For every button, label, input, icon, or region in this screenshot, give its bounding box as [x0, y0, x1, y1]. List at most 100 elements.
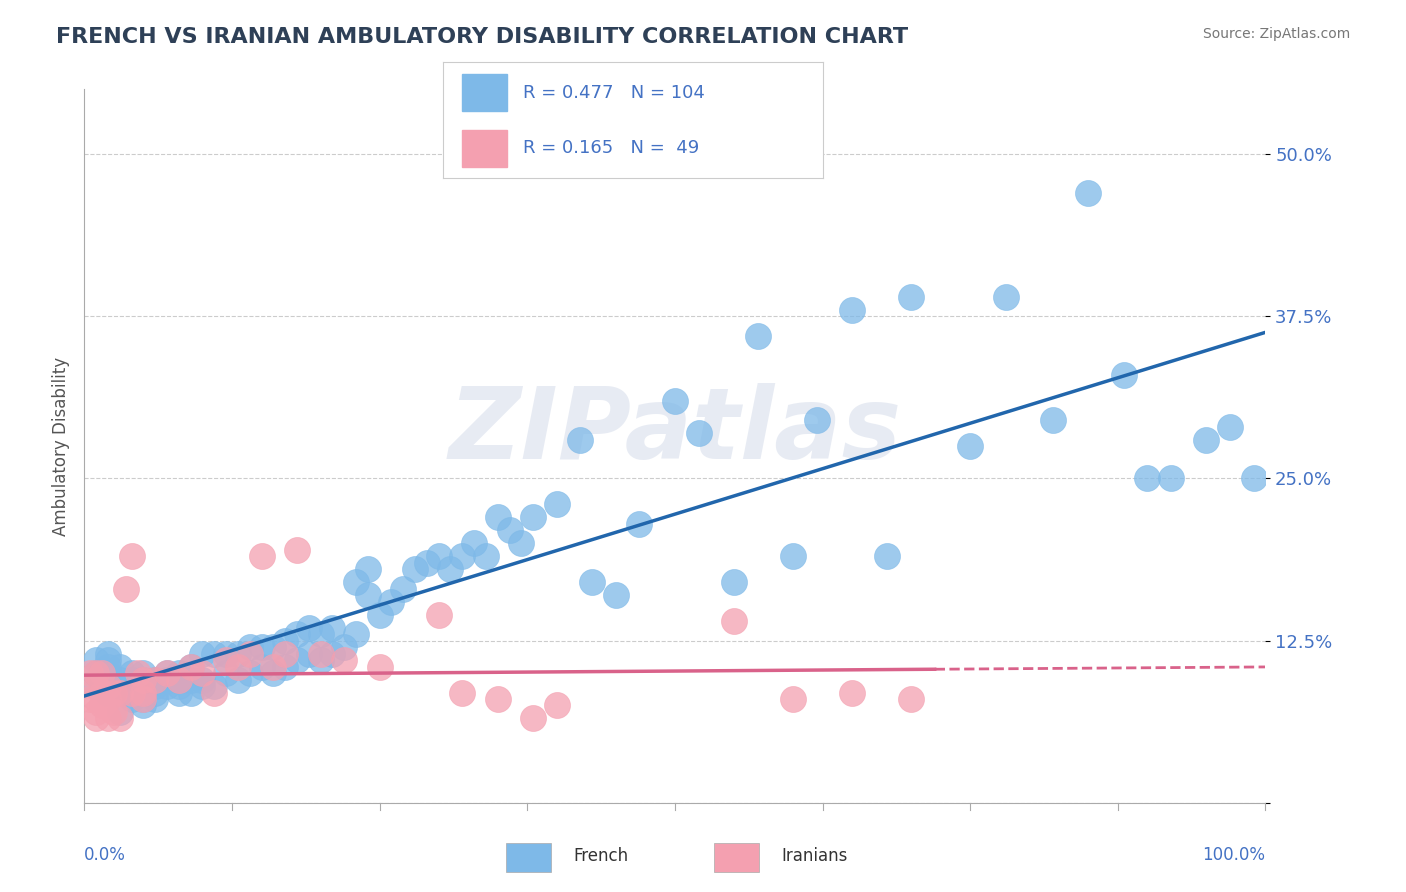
Point	[226, 659, 249, 673]
Point	[333, 640, 356, 654]
Point	[103, 685, 125, 699]
FancyBboxPatch shape	[461, 74, 508, 112]
Text: FRENCH VS IRANIAN AMBULATORY DISABILITY CORRELATION CHART: FRENCH VS IRANIAN AMBULATORY DISABILITY …	[56, 27, 908, 46]
Point	[180, 685, 202, 699]
Point	[156, 673, 179, 687]
Point	[84, 666, 107, 681]
Point	[121, 666, 143, 681]
Text: Source: ZipAtlas.com: Source: ZipAtlas.com	[1202, 27, 1350, 41]
Point	[97, 685, 120, 699]
Point	[143, 673, 166, 687]
Point	[723, 614, 745, 628]
Point	[581, 575, 603, 590]
Point	[97, 679, 120, 693]
Point	[97, 647, 120, 661]
Point	[841, 685, 863, 699]
Point	[226, 647, 249, 661]
Text: French: French	[574, 847, 628, 865]
Point	[108, 685, 131, 699]
Point	[498, 524, 520, 538]
Point	[486, 510, 509, 524]
Point	[451, 549, 474, 564]
Y-axis label: Ambulatory Disability: Ambulatory Disability	[52, 357, 70, 535]
Point	[262, 666, 284, 681]
Point	[262, 659, 284, 673]
Point	[368, 607, 391, 622]
Point	[79, 666, 101, 681]
Point	[510, 536, 533, 550]
Point	[121, 549, 143, 564]
Point	[321, 621, 343, 635]
Point	[132, 685, 155, 699]
Point	[121, 692, 143, 706]
Point	[250, 640, 273, 654]
FancyBboxPatch shape	[461, 129, 508, 167]
Point	[84, 653, 107, 667]
Point	[239, 647, 262, 661]
Point	[108, 679, 131, 693]
Point	[628, 516, 651, 531]
Point	[108, 711, 131, 725]
Point	[298, 621, 321, 635]
Point	[475, 549, 498, 564]
Point	[1042, 413, 1064, 427]
Point	[747, 328, 769, 343]
Point	[167, 685, 190, 699]
Point	[439, 562, 461, 576]
Point	[309, 653, 332, 667]
Point	[309, 627, 332, 641]
Point	[285, 627, 308, 641]
Text: R = 0.165   N =  49: R = 0.165 N = 49	[523, 139, 699, 157]
Point	[546, 698, 568, 713]
Point	[321, 647, 343, 661]
Point	[900, 692, 922, 706]
Point	[167, 666, 190, 681]
Point	[180, 659, 202, 673]
Point	[1136, 471, 1159, 485]
Point	[143, 692, 166, 706]
Point	[782, 549, 804, 564]
Point	[274, 659, 297, 673]
Point	[309, 647, 332, 661]
Point	[688, 425, 710, 440]
Point	[416, 556, 439, 570]
Point	[285, 653, 308, 667]
Point	[143, 679, 166, 693]
Point	[108, 705, 131, 719]
Point	[191, 679, 214, 693]
Point	[191, 647, 214, 661]
FancyBboxPatch shape	[506, 843, 551, 872]
Point	[239, 666, 262, 681]
Text: ZIPatlas: ZIPatlas	[449, 384, 901, 480]
Point	[84, 692, 107, 706]
Point	[344, 575, 367, 590]
Point	[463, 536, 485, 550]
Point	[84, 666, 107, 681]
Point	[91, 666, 114, 681]
Point	[132, 666, 155, 681]
Point	[167, 673, 190, 687]
Point	[143, 673, 166, 687]
Point	[1243, 471, 1265, 485]
Point	[97, 666, 120, 681]
Point	[191, 673, 214, 687]
Point	[156, 679, 179, 693]
Point	[91, 685, 114, 699]
Point	[202, 685, 225, 699]
Point	[262, 640, 284, 654]
Point	[91, 698, 114, 713]
Point	[1195, 433, 1218, 447]
Point	[994, 290, 1017, 304]
Point	[215, 653, 238, 667]
Point	[344, 627, 367, 641]
Point	[1160, 471, 1182, 485]
Point	[1077, 186, 1099, 200]
Text: R = 0.477   N = 104: R = 0.477 N = 104	[523, 84, 704, 102]
Point	[841, 302, 863, 317]
Text: 0.0%: 0.0%	[84, 846, 127, 863]
Point	[108, 673, 131, 687]
Point	[392, 582, 415, 596]
Point	[959, 439, 981, 453]
Point	[285, 542, 308, 557]
Point	[380, 595, 402, 609]
